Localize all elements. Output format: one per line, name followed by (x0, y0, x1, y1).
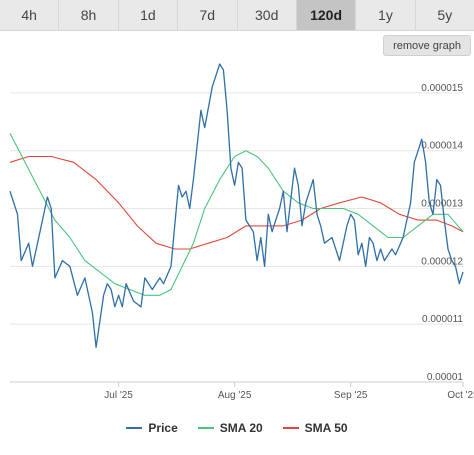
tab-8h[interactable]: 8h (59, 0, 119, 30)
x-tick-label: Aug '25 (218, 390, 252, 401)
legend-label: SMA 20 (219, 421, 263, 435)
y-tick-label: 0.00001 (427, 372, 464, 383)
legend-label: Price (148, 421, 178, 435)
legend-item-sma-20[interactable]: SMA 20 (197, 421, 263, 435)
x-tick-label: Jul '25 (104, 390, 133, 401)
x-tick-label: Sep '25 (334, 390, 368, 401)
chart-legend: Price SMA 20 SMA 50 (0, 421, 474, 435)
y-tick-label: 0.000014 (421, 141, 463, 152)
legend-item-sma-50[interactable]: SMA 50 (282, 421, 348, 435)
y-tick-label: 0.000011 (422, 314, 463, 325)
tab-30d[interactable]: 30d (238, 0, 297, 30)
legend-swatch (126, 427, 143, 429)
series-line-sma-50 (9, 155, 464, 250)
legend-swatch (197, 427, 214, 429)
legend-item-price[interactable]: Price (126, 421, 178, 435)
series-line-price (9, 63, 464, 348)
tab-120d[interactable]: 120d (296, 0, 357, 30)
timeframe-tabs: 4h 8h 1d 7d 30d 120d 1y 5y (0, 0, 474, 31)
tab-5y[interactable]: 5y (437, 7, 453, 23)
legend-label: SMA 50 (304, 421, 348, 435)
y-tick-label: 0.000012 (421, 256, 463, 267)
tab-1y[interactable]: 1y (356, 0, 416, 30)
x-tick-label: Oct '25 (447, 390, 474, 401)
y-tick-label: 0.000015 (421, 83, 463, 94)
series-line-sma-20 (9, 133, 464, 296)
tab-7d[interactable]: 7d (178, 0, 238, 30)
tab-4h[interactable]: 4h (0, 0, 60, 30)
remove-graph-button[interactable]: remove graph (383, 35, 471, 56)
tab-1d[interactable]: 1d (119, 0, 179, 30)
legend-swatch (282, 427, 299, 429)
